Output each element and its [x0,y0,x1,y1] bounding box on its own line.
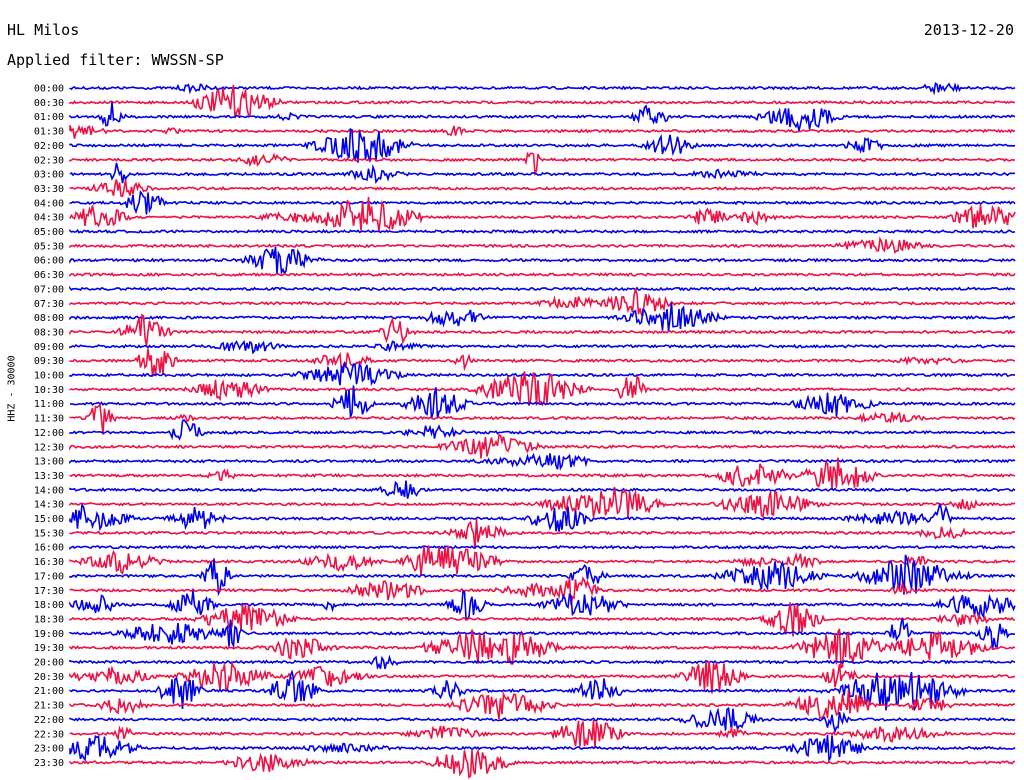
seismic-trace [69,179,1016,198]
row-time-label: 07:00 [34,284,64,295]
seismic-trace [69,452,1016,471]
seismic-trace [69,544,1016,550]
row-time-label: 21:30 [34,701,64,712]
row-time-label: 15:00 [34,514,64,525]
row-time-label: 13:00 [34,457,64,468]
filter-label: Applied filter: WWSSN-SP [7,51,224,69]
row-time-label: 19:00 [34,629,64,640]
seismic-trace [69,654,1016,670]
seismic-trace [69,433,1016,459]
seismic-trace [69,734,1016,763]
seismic-trace [69,288,1016,317]
row-time-label: 10:30 [34,385,64,396]
seismic-trace [69,236,1016,254]
row-time-label: 18:30 [34,614,64,625]
seismic-trace [69,617,1016,650]
seismic-trace [69,362,1016,387]
row-time-label: 17:00 [34,571,64,582]
row-time-label: 18:00 [34,600,64,611]
row-time-label: 06:00 [34,256,64,267]
seismic-trace [69,480,1016,499]
station-title: HL Milos [7,21,80,39]
seismic-trace [69,720,1016,749]
row-time-label: 04:30 [34,213,64,224]
seismic-trace [69,81,1016,96]
seismic-trace [69,660,1016,694]
seismic-trace [69,706,1016,735]
seismic-trace [69,162,1016,185]
row-time-label: 19:30 [34,643,64,654]
row-time-label: 14:00 [34,485,64,496]
row-time-label: 15:30 [34,528,64,539]
row-time-label: 23:30 [34,758,64,769]
seismic-trace [69,669,1016,712]
seismic-trace [69,385,1016,419]
row-time-label: 12:30 [34,442,64,453]
seismic-trace [69,302,1016,332]
row-time-label: 00:30 [34,98,64,109]
seismic-trace [69,124,1016,139]
seismic-trace [69,545,1016,576]
seismic-trace [69,196,1016,232]
seismic-trace [69,190,1016,215]
row-time-label: 16:30 [34,557,64,568]
row-time-label: 22:00 [34,715,64,726]
seismic-trace [69,151,1016,177]
seismic-trace [69,518,1016,550]
row-time-label: 08:00 [34,313,64,324]
date-label: 2013-12-20 [923,21,1014,39]
row-time-label: 11:00 [34,399,64,410]
row-time-label: 04:00 [34,198,64,209]
seismic-trace [69,457,1016,489]
seismic-trace [69,748,1016,779]
seismic-trace [69,348,1016,377]
seismic-trace [69,101,1016,132]
seismic-trace [69,127,1016,163]
seismic-trace [69,503,1016,532]
seismic-trace [69,554,1016,597]
seismic-trace [69,339,1016,355]
row-time-label: 17:30 [34,586,64,597]
row-time-label: 09:00 [34,342,64,353]
seismic-trace [69,590,1016,621]
row-time-label: 01:00 [34,112,64,123]
row-time-label: 03:00 [34,170,64,181]
row-time-label: 13:30 [34,471,64,482]
row-time-label: 11:30 [34,414,64,425]
row-time-label: 02:30 [34,155,64,166]
seismic-trace [69,486,1016,518]
row-time-label: 07:30 [34,299,64,310]
seismic-trace [69,576,1016,606]
seismic-trace [69,272,1016,277]
row-time-label: 03:30 [34,184,64,195]
seismic-trace [69,628,1016,669]
seismic-trace [69,84,1016,119]
row-time-label: 12:00 [34,428,64,439]
row-time-label: 10:00 [34,371,64,382]
row-time-label: 05:30 [34,241,64,252]
seismic-trace [69,418,1016,441]
row-time-label: 08:30 [34,327,64,338]
row-time-label: 01:30 [34,127,64,138]
row-time-label: 20:30 [34,672,64,683]
seismic-trace [69,285,1016,292]
row-time-label: 09:30 [34,356,64,367]
row-time-label: 21:00 [34,686,64,697]
seismic-trace [69,228,1016,235]
seismic-trace [69,246,1016,276]
row-time-label: 16:00 [34,543,64,554]
row-time-label: 06:30 [34,270,64,281]
row-time-label: 20:00 [34,658,64,669]
row-time-label: 22:30 [34,729,64,740]
seismic-trace [69,313,1016,347]
row-time-label: 23:00 [34,744,64,755]
row-time-label: 05:00 [34,227,64,238]
seismic-trace [69,403,1016,435]
seismic-trace [69,602,1016,637]
row-time-label: 00:00 [34,84,64,95]
row-time-label: 14:30 [34,500,64,511]
row-time-label: 02:00 [34,141,64,152]
seismic-trace [69,689,1016,720]
